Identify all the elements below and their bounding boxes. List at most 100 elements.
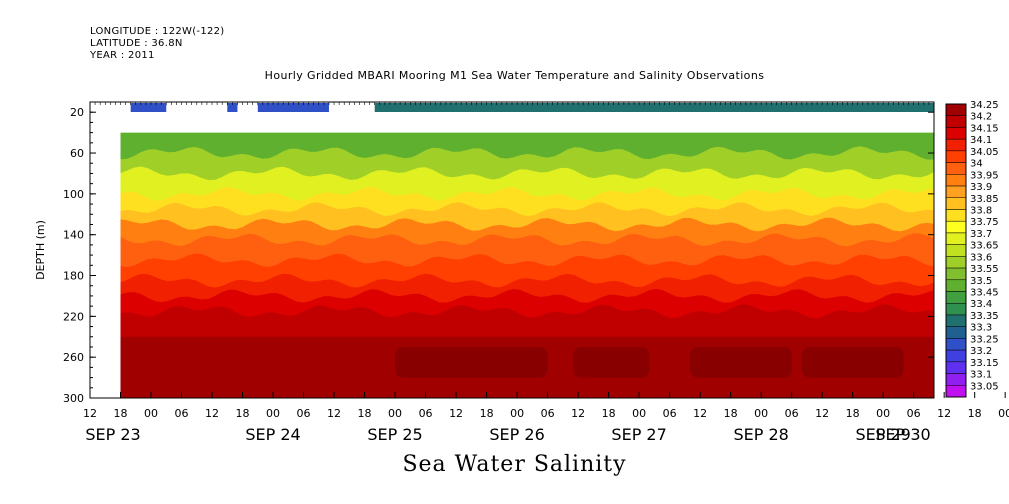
colorbar-label: 33.35	[970, 311, 999, 322]
y-tick-label: 140	[63, 229, 84, 242]
y-tick-label: 220	[63, 310, 84, 323]
colorbar-label: 33.1	[970, 370, 992, 381]
salinity-core-patch	[801, 346, 904, 378]
colorbar-swatch	[945, 174, 967, 187]
x-hour-tick-label: 00	[754, 407, 768, 420]
y-tick-label: 60	[70, 147, 84, 160]
x-hour-tick-label: 06	[297, 407, 311, 420]
colorbar-label: 33.75	[970, 217, 999, 228]
salinity-core-patch	[573, 346, 650, 378]
x-hour-tick-label: 06	[785, 407, 799, 420]
colorbar-label: 33.9	[970, 182, 992, 193]
x-day-label: SEP 29	[855, 425, 910, 444]
colorbar-swatch	[945, 349, 967, 363]
colorbar-label: 34.15	[970, 123, 999, 134]
x-hour-tick-label: 06	[175, 407, 189, 420]
colorbar-swatch	[945, 302, 967, 316]
colorbar-swatch	[945, 279, 967, 292]
colorbar-label: 33.15	[970, 358, 999, 369]
x-day-label: SEP 28	[733, 425, 788, 444]
surface-salinity-bin	[257, 103, 329, 112]
colorbar-swatch	[945, 115, 967, 128]
colorbar-swatch	[945, 373, 967, 386]
colorbar-frame	[945, 103, 967, 398]
x-hour-tick-label: 12	[815, 407, 829, 420]
x-hour-tick-label: 00	[876, 407, 890, 420]
colorbar-swatch	[945, 220, 967, 234]
colorbar-swatch	[945, 103, 967, 116]
colorbar-label: 34	[970, 159, 983, 170]
colorbar-label: 33.65	[970, 241, 999, 252]
x-hour-tick-label: 12	[83, 407, 97, 420]
x-day-label: SEP 26	[489, 425, 544, 444]
colorbar-swatch	[945, 162, 967, 175]
colorbar-swatch	[945, 150, 967, 163]
colorbar-swatch	[945, 127, 967, 140]
colorbar-swatch	[945, 256, 967, 269]
x-hour-tick-label: 12	[693, 407, 707, 420]
y-tick-label: 180	[63, 270, 84, 283]
x-hour-tick-label: 12	[205, 407, 219, 420]
colorbar-swatch	[945, 244, 967, 257]
colorbar-swatch	[945, 291, 967, 304]
colorbar-swatch	[945, 267, 967, 281]
x-hour-tick-label: 18	[724, 407, 738, 420]
colorbar-swatch	[945, 209, 967, 222]
x-hour-tick-label: 12	[937, 407, 951, 420]
colorbar-label: 33.45	[970, 288, 999, 299]
colorbar-label: 33.7	[970, 229, 992, 240]
colorbar-label: 33.3	[970, 323, 992, 334]
x-hour-tick-label: 12	[327, 407, 341, 420]
colorbar-swatch	[945, 138, 967, 152]
x-hour-tick-label: 12	[571, 407, 585, 420]
x-hour-tick-label: 06	[907, 407, 921, 420]
x-hour-tick-label: 18	[602, 407, 616, 420]
x-hour-tick-label: 18	[968, 407, 982, 420]
colorbar-label: 34.25	[970, 100, 999, 111]
y-tick-label: 260	[63, 351, 84, 364]
latitude-label: LATITUDE : 36.8N	[90, 38, 183, 49]
colorbar-swatch	[945, 338, 967, 351]
colorbar-swatch	[945, 314, 967, 327]
colorbar-swatch	[945, 361, 967, 374]
x-day-label: SEP 30	[875, 425, 930, 444]
salinity-core-patch	[689, 346, 792, 378]
x-hour-tick-label: 00	[144, 407, 158, 420]
surface-salinity-bin	[374, 103, 934, 112]
x-hour-tick-label: 06	[663, 407, 677, 420]
colorbar-label: 34.2	[970, 112, 992, 123]
colorbar-label: 33.55	[970, 264, 999, 275]
year-label: YEAR : 2011	[90, 50, 155, 61]
colorbar-swatch	[945, 385, 967, 398]
colorbar-label: 33.8	[970, 205, 992, 216]
x-hour-tick-label: 18	[846, 407, 860, 420]
salinity-core-patch	[395, 346, 548, 378]
colorbar-swatch	[945, 232, 967, 245]
y-tick-label: 20	[70, 106, 84, 119]
x-hour-tick-label: 12	[449, 407, 463, 420]
x-day-label: SEP 25	[367, 425, 422, 444]
x-hour-tick-label: 18	[480, 407, 494, 420]
surface-salinity-bin	[227, 103, 238, 112]
x-hour-tick-label: 00	[266, 407, 280, 420]
y-axis-label: DEPTH (m)	[34, 220, 47, 280]
colorbar-label: 34.1	[970, 135, 992, 146]
colorbar-swatch	[945, 326, 967, 339]
x-hour-tick-label: 00	[510, 407, 524, 420]
colorbar-label: 33.95	[970, 170, 999, 181]
colorbar-label: 33.25	[970, 334, 999, 345]
x-hour-tick-label: 00	[632, 407, 646, 420]
colorbar-swatch	[945, 185, 967, 199]
colorbar-label: 34.05	[970, 147, 999, 158]
x-hour-tick-label: 06	[541, 407, 555, 420]
colorbar-swatch	[945, 197, 967, 210]
y-tick-label: 100	[63, 188, 84, 201]
colorbar-label: 33.85	[970, 194, 999, 205]
colorbar-label: 33.2	[970, 346, 992, 357]
x-hour-tick-label: 06	[419, 407, 433, 420]
chart-title: Hourly Gridded MBARI Mooring M1 Sea Wate…	[264, 69, 765, 82]
colorbar-label: 33.05	[970, 381, 999, 392]
x-hour-tick-label: 18	[236, 407, 250, 420]
longitude-label: LONGITUDE : 122W(-122)	[90, 26, 225, 37]
